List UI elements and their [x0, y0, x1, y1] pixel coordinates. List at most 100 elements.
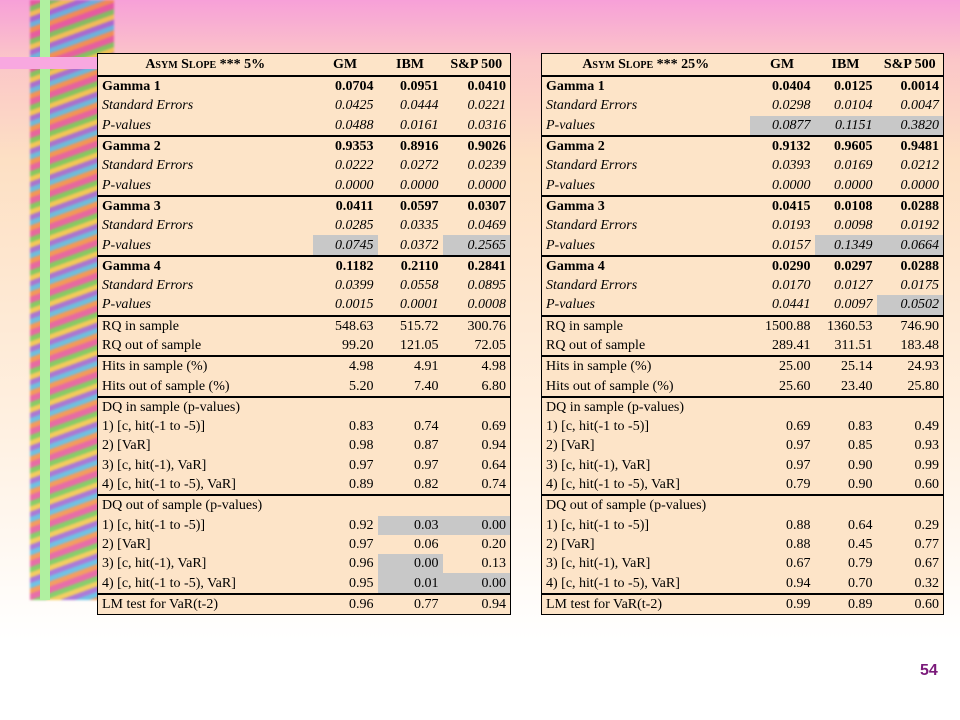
row-group: DQ out of sample (p-values) 1) [c, hit(-1…	[541, 495, 944, 593]
value-cell: 0.0558	[400, 278, 439, 294]
value-cell: 0.0425	[335, 98, 374, 114]
table-row: P-values 0.0015 0.0001 0.0008	[98, 295, 511, 315]
label-cell: 1) [c, hit(-1 to -5)]	[102, 517, 206, 533]
value-cell: 0.87	[414, 438, 439, 454]
table-row: Standard Errors 0.0425 0.0444 0.0221	[98, 96, 511, 115]
value-cell: 0.0000	[900, 177, 940, 193]
value-cell: 0.2841	[467, 258, 507, 274]
value-cell: 0.77	[914, 536, 940, 552]
row-group: Gamma 3 0.0411 0.0597 0.0307 Standard Errors…	[97, 195, 511, 256]
value-cell: 0.98	[349, 438, 374, 454]
table-row: RQ out of sample 289.41 311.51 183.48	[542, 336, 944, 356]
row-group: LM test for VaR(t-2) 0.99 0.89 0.60	[541, 593, 944, 615]
header-cell: Asym Slope *** 5%	[97, 53, 313, 77]
value-cell: 0.0098	[834, 218, 873, 234]
value-cell: 0.0104	[834, 98, 873, 114]
value-cell: 4.98	[349, 359, 374, 375]
value-cell: 0.0125	[834, 79, 873, 95]
value-cell: 0.00	[442, 573, 511, 594]
row-group: RQ in sample 548.63 515.72 300.76 RQ out of …	[97, 315, 511, 357]
value-cell: 0.74	[414, 419, 439, 435]
value-cell: 0.94	[481, 596, 507, 612]
table-row: RQ in sample 548.63 515.72 300.76	[98, 316, 511, 336]
value-cell: 0.64	[481, 457, 507, 473]
value-cell: 0.0404	[772, 79, 811, 95]
label-cell: 2) [VaR]	[102, 438, 151, 454]
value-cell: 0.60	[914, 477, 940, 493]
label-cell: LM test for VaR(t-2)	[546, 596, 662, 612]
value-cell: 0.1349	[814, 235, 877, 256]
value-cell: 1500.88	[765, 318, 811, 334]
table-head: Asym Slope *** 25% GM IBM S&P 500	[541, 53, 944, 77]
value-cell: 0.89	[349, 477, 374, 493]
value-cell: 0.0008	[467, 297, 507, 313]
table-row: Standard Errors 0.0399 0.0558 0.0895	[98, 276, 511, 295]
value-cell: 0.0239	[467, 158, 507, 174]
row-group: Gamma 4 0.1182 0.2110 0.2841 Standard Errors…	[97, 255, 511, 316]
table-row: P-values 0.0877 0.1151 0.3820	[542, 115, 944, 136]
value-cell: 0.89	[848, 596, 873, 612]
value-cell: 0.2565	[442, 235, 511, 256]
table-row: Gamma 2 0.9353 0.8916 0.9026	[98, 136, 511, 156]
value-cell: 0.0015	[335, 297, 374, 313]
value-cell: 0.0415	[772, 198, 811, 214]
table-row: Standard Errors 0.0285 0.0335 0.0469	[98, 216, 511, 235]
label-cell: P-values	[546, 237, 595, 253]
label-cell: P-values	[102, 177, 151, 193]
value-cell: 72.05	[474, 338, 507, 353]
value-cell: 0.97	[786, 457, 811, 473]
row-group: DQ out of sample (p-values) 1) [c, hit(-1…	[97, 495, 511, 594]
table-row: 2) [VaR] 0.97 0.06 0.20	[98, 535, 511, 554]
value-cell: 0.70	[848, 575, 873, 591]
table-row: DQ in sample (p-values)	[542, 397, 944, 417]
label-cell: P-values	[102, 117, 151, 133]
value-cell: 0.79	[848, 556, 873, 572]
label-cell: 4) [c, hit(-1 to -5), VaR]	[546, 575, 680, 591]
label-cell: P-values	[546, 297, 595, 313]
value-cell: 0.69	[481, 419, 507, 435]
table-row: Hits out of sample (%) 25.60 23.40 25.80	[542, 376, 944, 396]
row-group: DQ in sample (p-values) 1) [c, hit(-1 to …	[97, 396, 511, 495]
value-cell: 0.0951	[400, 79, 439, 95]
value-cell: 0.0175	[900, 278, 940, 294]
table-row: P-values 0.0745 0.0372 0.2565	[98, 235, 511, 256]
value-cell: 0.97	[414, 457, 439, 473]
value-cell: 0.20	[481, 536, 507, 552]
value-cell: 0.0597	[400, 198, 439, 214]
label-cell: DQ in sample (p-values)	[102, 399, 241, 415]
value-cell: 121.05	[400, 338, 439, 353]
table-row: 1) [c, hit(-1 to -5)] 0.83 0.74 0.69	[98, 417, 511, 436]
value-cell: 0.90	[848, 477, 873, 493]
value-cell: 0.0441	[772, 297, 811, 313]
value-cell: 0.0664	[876, 235, 944, 256]
table-head: Asym Slope *** 5% GM IBM S&P 500	[97, 53, 511, 77]
value-cell: 0.0745	[312, 235, 378, 256]
label-cell: 3) [c, hit(-1), VaR]	[546, 457, 651, 473]
table-row: Standard Errors 0.0298 0.0104 0.0047	[542, 96, 944, 115]
value-cell: 0.45	[848, 536, 873, 552]
value-cell: 0.0288	[900, 258, 940, 274]
value-cell: 0.74	[481, 477, 507, 493]
value-cell: 0.0895	[467, 278, 507, 294]
label-cell: RQ out of sample	[102, 338, 202, 353]
value-cell: 0.94	[786, 575, 811, 591]
label-cell: Hits in sample (%)	[102, 359, 208, 375]
header-cell: GM	[749, 53, 815, 77]
value-cell: 25.14	[841, 359, 873, 375]
table-row: 3) [c, hit(-1), VaR] 0.67 0.79 0.67	[542, 554, 944, 573]
label-cell: 2) [VaR]	[102, 536, 151, 552]
value-cell: 0.1182	[335, 258, 374, 274]
decor-bar	[40, 0, 50, 600]
label-cell: DQ out of sample (p-values)	[546, 498, 707, 514]
value-cell: 311.51	[834, 338, 873, 353]
table-row: Standard Errors 0.0170 0.0127 0.0175	[542, 276, 944, 295]
row-group: Gamma 2 0.9353 0.8916 0.9026 Standard Errors…	[97, 135, 511, 196]
label-cell: Standard Errors	[102, 218, 194, 234]
label-cell: 3) [c, hit(-1), VaR]	[102, 556, 207, 572]
table-row: Standard Errors 0.0193 0.0098 0.0192	[542, 216, 944, 235]
label-cell: 3) [c, hit(-1), VaR]	[546, 556, 651, 572]
value-cell: 0.0877	[749, 115, 815, 136]
value-cell: 0.0170	[772, 278, 811, 294]
value-cell: 0.0212	[900, 158, 940, 174]
